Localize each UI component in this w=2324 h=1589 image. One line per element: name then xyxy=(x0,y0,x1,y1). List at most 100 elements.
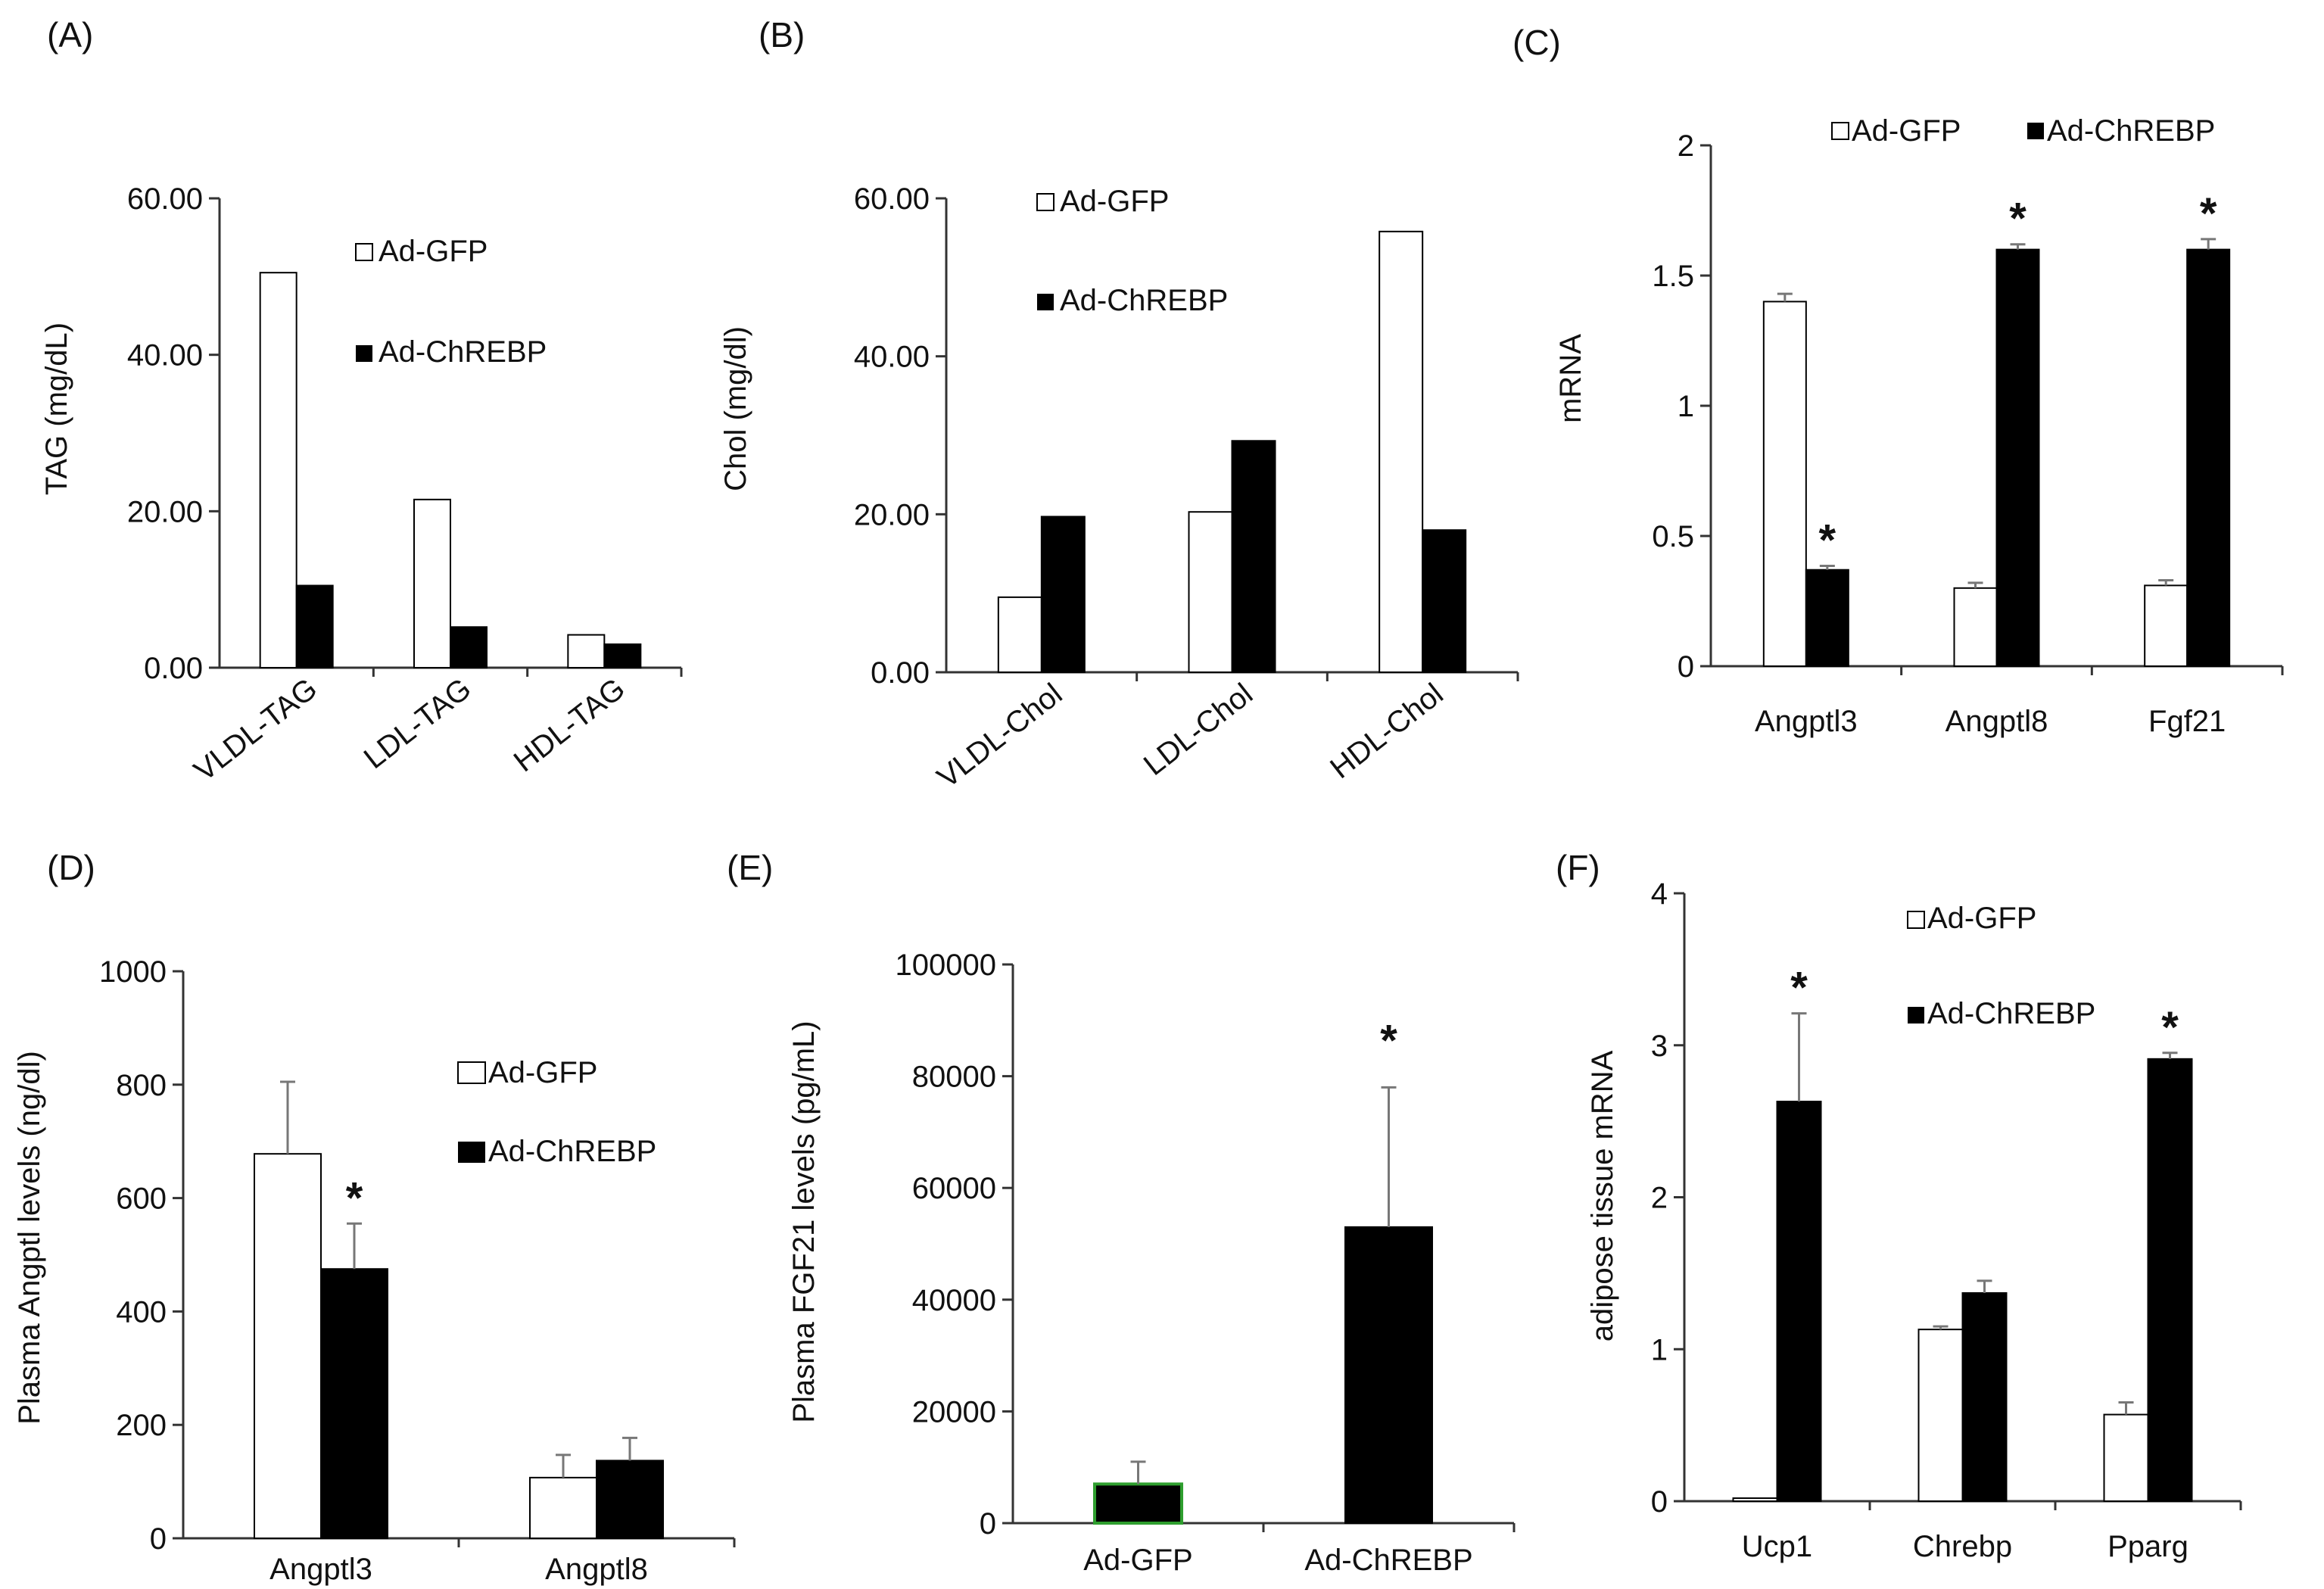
panel-a-chart: (A) TAG (mg/dL) Ad-GFP Ad-ChREBP 0.00 20.… xyxy=(40,15,683,788)
panel-b-ylabel: Chol (mg/dl) xyxy=(719,326,752,491)
panel-b-legend: Ad-GFP Ad-ChREBP xyxy=(1036,185,1228,317)
panel-f-significance-star: * xyxy=(2161,1003,2179,1052)
panel-c-legend-gfp-swatch xyxy=(1831,122,1849,140)
panel-c-bar-gfp xyxy=(1762,301,1807,667)
panel-c-ytick-label: 0.5 xyxy=(1652,520,1694,553)
panel-b-ytick-label: 40.00 xyxy=(854,341,930,374)
panel-a-ytick-label: 40.00 xyxy=(127,339,203,372)
panel-f-chart: (F) adipose tissue mRNA Ad-GFP Ad-ChREBP… xyxy=(1556,848,2242,1563)
panel-a-xtick-label: LDL-TAG xyxy=(358,671,478,775)
panel-e-label: (E) xyxy=(727,848,773,887)
panel-c-ytick-label: 1.5 xyxy=(1652,260,1694,293)
panel-e-ytick-label: 0 xyxy=(980,1507,996,1541)
panel-e-ytick-label: 80000 xyxy=(912,1061,996,1094)
panel-c-significance-star: * xyxy=(2009,195,2026,244)
panel-b-ytick-label: 20.00 xyxy=(854,498,930,531)
panel-e-xtick-label: Ad-GFP xyxy=(1083,1544,1192,1577)
panel-b-bar-chrebp xyxy=(1231,440,1276,673)
panel-e-ytick-label: 100000 xyxy=(896,949,996,982)
panel-d-legend: Ad-GFP Ad-ChREBP xyxy=(457,1056,656,1168)
panel-b-legend-gfp-swatch xyxy=(1036,193,1055,211)
panel-a-bar-gfp xyxy=(259,272,298,668)
panel-d-bar-chrebp xyxy=(596,1460,664,1539)
panel-b-bar-gfp xyxy=(1188,511,1233,673)
panel-f-bar-gfp xyxy=(2103,1413,2149,1503)
panel-a-bar-gfp xyxy=(413,498,451,668)
panel-a-legend-gfp-label: Ad-GFP xyxy=(379,235,488,268)
panel-b-xtick-label: HDL-Chol xyxy=(1324,677,1449,785)
panel-d-ytick-label: 400 xyxy=(116,1295,167,1329)
panel-c-xtick-label: Angptl3 xyxy=(1755,705,1858,738)
panel-f-significance-star: * xyxy=(1790,964,1808,1013)
panel-b-legend-chrebp-swatch xyxy=(1037,294,1054,310)
panel-d-ytick-label: 600 xyxy=(116,1182,167,1216)
panel-f-legend-chrebp-label: Ad-ChREBP xyxy=(1927,997,2095,1030)
panel-d-legend-chrebp-label: Ad-ChREBP xyxy=(488,1135,656,1168)
panel-a-label: (A) xyxy=(47,15,93,55)
panel-b-bar-chrebp xyxy=(1422,529,1467,674)
panel-f-bar-chrebp xyxy=(1776,1101,1822,1502)
panel-c-ytick-label: 1 xyxy=(1678,390,1694,423)
panel-a-legend-chrebp-swatch xyxy=(356,345,372,362)
panel-f-ytick-label: 4 xyxy=(1651,877,1668,911)
panel-b-bar-gfp xyxy=(1379,230,1424,673)
panel-a-bar-chrebp xyxy=(450,626,488,668)
panel-a-bar-chrebp xyxy=(603,643,642,668)
panel-b-legend-gfp-label: Ad-GFP xyxy=(1060,185,1169,218)
panel-d-legend-gfp-label: Ad-GFP xyxy=(488,1056,597,1089)
panel-d-significance-star: * xyxy=(346,1173,363,1223)
panel-f-legend: Ad-GFP Ad-ChREBP xyxy=(1907,902,2095,1030)
panel-d-ytick-label: 1000 xyxy=(99,955,167,989)
panel-f-ylabel: adipose tissue mRNA xyxy=(1586,1050,1619,1341)
panel-a-legend: Ad-GFP Ad-ChREBP xyxy=(355,235,547,369)
panel-c-significance-star: * xyxy=(1819,516,1836,565)
panel-d-label: (D) xyxy=(47,848,95,887)
panel-d-ytick-label: 200 xyxy=(116,1409,167,1442)
panel-a-ytick-label: 20.00 xyxy=(127,495,203,528)
panel-c-ytick-label: 0 xyxy=(1678,650,1694,684)
panel-a-legend-chrebp-label: Ad-ChREBP xyxy=(379,335,547,369)
panel-d-ylabel: Plasma Angptl levels (ng/dl) xyxy=(13,1051,46,1425)
panel-a-ytick-label: 60.00 xyxy=(127,182,203,216)
panel-b-ytick-label: 60.00 xyxy=(854,182,930,216)
panel-c-bar-chrebp xyxy=(1805,569,1849,667)
panel-d-bar-chrebp xyxy=(320,1268,388,1539)
panel-d-ytick-label: 800 xyxy=(116,1069,167,1102)
panel-b-bar-gfp xyxy=(997,596,1042,674)
panel-d-ytick-label: 0 xyxy=(150,1522,167,1556)
panel-f-label: (F) xyxy=(1556,848,1600,887)
panel-a-legend-gfp-swatch xyxy=(355,243,373,261)
panel-c-ylabel: mRNA xyxy=(1554,334,1587,423)
panel-c-bar-gfp xyxy=(2144,584,2188,667)
panel-b-label: (B) xyxy=(759,15,805,55)
panel-c-chart: (C) mRNA Ad-GFP Ad-ChREBP 0 0.5 1 1.5 2 Angpt… xyxy=(1512,23,2284,738)
panel-a-xtick-label: HDL-TAG xyxy=(508,671,631,778)
panel-e-bar xyxy=(1344,1226,1433,1524)
panel-a-bar-gfp xyxy=(567,634,606,668)
panel-f-ytick-label: 0 xyxy=(1651,1485,1668,1519)
panel-b-chart: (B) Chol (mg/dl) Ad-GFP Ad-ChREBP 0.00 20… xyxy=(719,15,1519,795)
panel-d-chart: (D) Plasma Angptl levels (ng/dl) Ad-GFP … xyxy=(13,848,736,1586)
panel-e-significance-star: * xyxy=(1380,1016,1397,1065)
panel-a-bar-chrebp xyxy=(295,584,334,668)
panel-c-label: (C) xyxy=(1512,23,1561,62)
panel-e-xtick-label: Ad-ChREBP xyxy=(1304,1544,1472,1577)
panel-b-bar-chrebp xyxy=(1040,516,1086,673)
panel-c-bar-chrebp xyxy=(1995,248,2040,668)
panel-e-ytick-label: 20000 xyxy=(912,1395,996,1429)
panel-f-legend-gfp-label: Ad-GFP xyxy=(1927,902,2036,935)
panel-a-xtick-label: VLDL-TAG xyxy=(188,671,323,787)
panel-b-xtick-label: LDL-Chol xyxy=(1138,677,1259,782)
panel-c-bar-chrebp xyxy=(2186,248,2231,668)
panel-e-chart: (E) Plasma FGF21 levels (pg/mL) 0 20000 40… xyxy=(727,848,1516,1577)
panel-c-significance-star: * xyxy=(2200,189,2217,238)
panel-c-legend-chrebp-label: Ad-ChREBP xyxy=(2047,114,2215,148)
panel-f-legend-chrebp-swatch xyxy=(1908,1007,1924,1024)
panel-f-bar-gfp xyxy=(1732,1497,1778,1502)
panel-f-ytick-label: 3 xyxy=(1651,1030,1668,1063)
panel-f-xtick-label: Ucp1 xyxy=(1742,1530,1812,1563)
panel-e-ylabel: Plasma FGF21 levels (pg/mL) xyxy=(787,1020,821,1422)
panel-a-ylabel: TAG (mg/dL) xyxy=(40,322,73,495)
panel-d-legend-gfp-swatch xyxy=(457,1061,486,1084)
